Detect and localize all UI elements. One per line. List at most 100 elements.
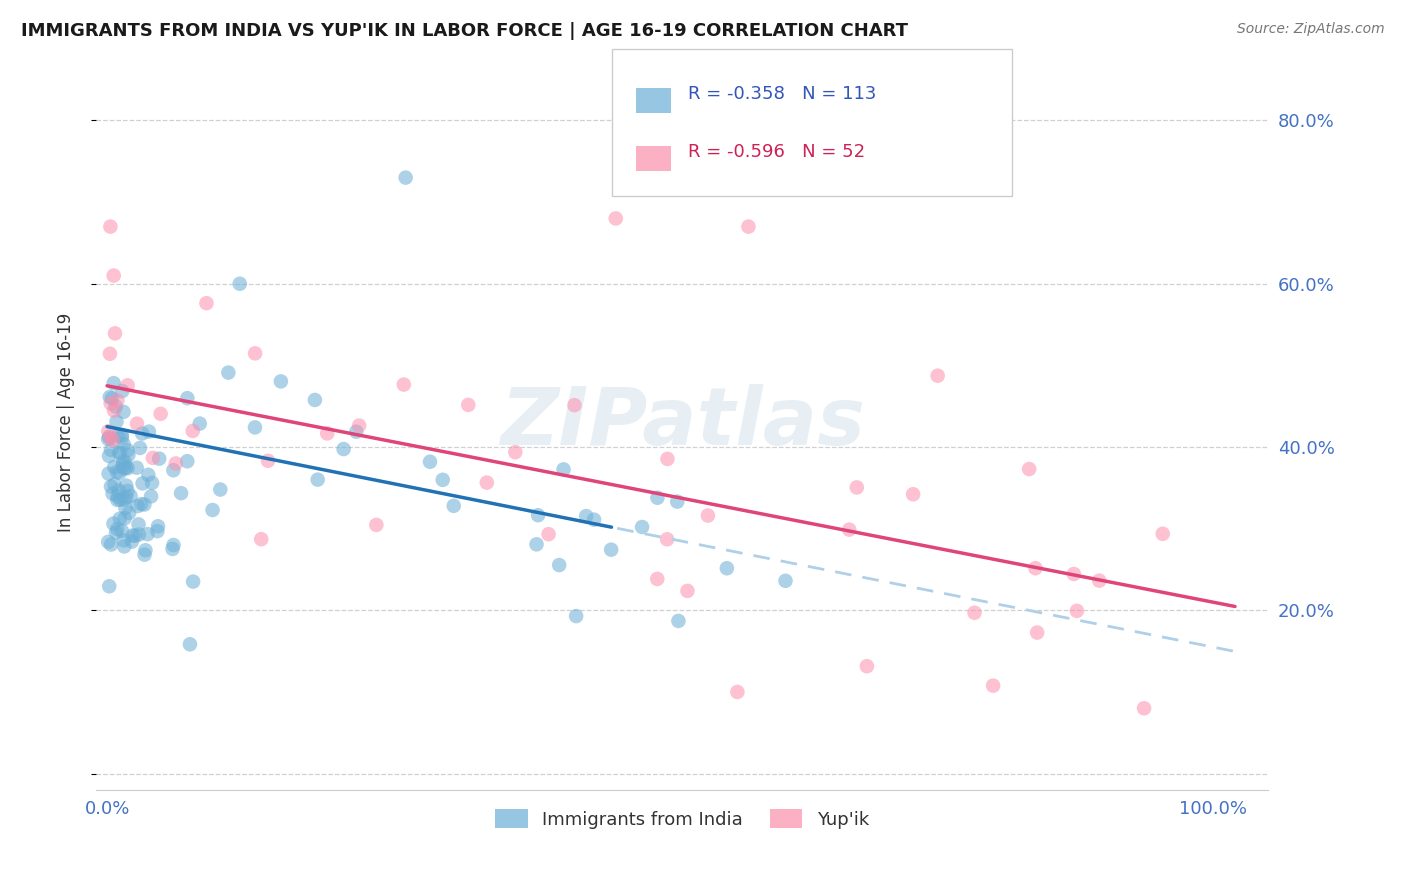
Point [666,494,689,508]
Point [270,375,292,389]
Text: R = -0.358   N = 113: R = -0.358 N = 113 [688,85,876,103]
Point [149,407,172,421]
Point [103,376,125,391]
Point [1088,574,1111,588]
Point [344,425,367,439]
Point [97,467,120,481]
Point [217,366,239,380]
Point [98,579,121,593]
Point [98,347,121,361]
Point [117,378,139,392]
Point [564,398,586,412]
Text: IMMIGRANTS FROM INDIA VS YUP'IK IN LABOR FORCE | AGE 16-19 CORRELATION CHART: IMMIGRANTS FROM INDIA VS YUP'IK IN LABOR… [21,22,908,40]
Point [1018,462,1040,476]
Point [631,520,654,534]
Point [1133,701,1156,715]
Point [209,483,232,497]
Point [901,487,924,501]
Point [657,451,679,466]
Point [475,475,498,490]
Point [162,541,184,556]
Point [1063,567,1085,582]
Point [101,433,124,447]
Point [121,528,143,542]
Point [181,574,204,589]
Point [121,534,143,549]
Point [97,432,120,446]
Point [856,659,879,673]
Point [105,465,128,479]
Point [108,446,131,460]
Point [111,454,134,468]
Point [243,420,266,434]
Text: Source: ZipAtlas.com: Source: ZipAtlas.com [1237,22,1385,37]
Point [134,543,156,558]
Point [108,445,131,459]
Point [125,417,148,431]
Point [111,524,134,538]
Point [142,450,165,465]
Point [100,431,122,445]
Point [98,390,121,404]
Point [125,460,148,475]
Point [845,480,868,494]
Point [526,537,548,551]
Point [134,548,156,562]
Point [131,476,153,491]
Point [117,483,139,498]
Point [737,219,759,234]
Legend: Immigrants from India, Yup'ik: Immigrants from India, Yup'ik [488,802,876,836]
Point [605,211,627,226]
Text: R = -0.596   N = 52: R = -0.596 N = 52 [688,143,865,161]
Point [117,461,139,475]
Point [129,497,152,511]
Point [112,533,135,548]
Point [103,516,125,531]
Point [111,459,134,474]
Point [104,326,127,341]
Point [304,392,326,407]
Point [457,398,479,412]
Point [366,517,388,532]
Point [250,532,273,546]
Point [655,533,678,547]
Point [146,519,169,533]
Point [114,460,136,475]
Point [107,429,129,443]
Point [98,430,121,444]
Point [97,424,120,438]
Point [117,448,139,462]
Point [1152,526,1174,541]
Point [128,517,150,532]
Point [114,511,136,525]
Y-axis label: In Labor Force | Age 16-19: In Labor Force | Age 16-19 [58,313,75,533]
Point [927,368,949,383]
Point [100,442,122,457]
Point [97,449,120,463]
Point [100,396,122,410]
Point [112,461,135,475]
Point [162,538,184,552]
Point [647,491,669,505]
Point [537,527,560,541]
Point [229,277,252,291]
Point [645,572,668,586]
Point [114,455,136,469]
Point [553,462,575,476]
Point [114,492,136,507]
Point [179,637,201,651]
Point [108,466,131,480]
Point [112,405,135,419]
Point [716,561,738,575]
Point [117,443,139,458]
Point [981,679,1004,693]
Point [775,574,797,588]
Point [101,392,124,406]
Point [112,437,135,451]
Point [165,457,187,471]
Point [838,523,860,537]
Point [181,424,204,438]
Point [124,529,146,543]
Point [104,400,127,414]
Point [115,490,138,504]
